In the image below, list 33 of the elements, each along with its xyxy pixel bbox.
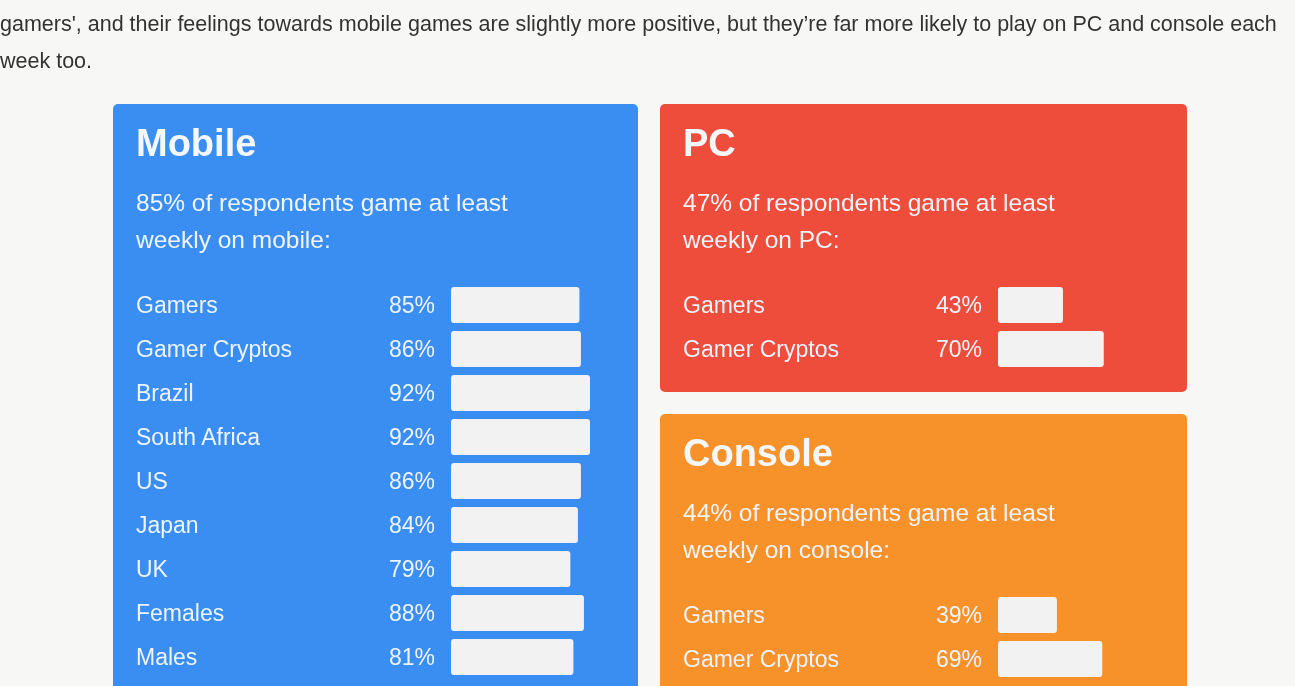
data-label: 88%	[388, 600, 435, 627]
data-label: 86%	[388, 336, 435, 363]
data-label: 39%	[935, 602, 982, 629]
data-label: 86%	[388, 468, 435, 495]
y-tick-label: US	[136, 468, 168, 495]
y-tick-label: Japan	[136, 512, 199, 539]
y-tick-label: Gamer Cryptos	[136, 336, 292, 363]
y-tick-label: Males	[136, 644, 198, 671]
data-label: 92%	[388, 380, 435, 407]
data-label: 81%	[388, 644, 435, 671]
y-tick-label: Gamer Cryptos	[683, 336, 839, 363]
y-tick-label: Females	[136, 600, 225, 627]
y-tick-label: Gamers	[136, 292, 218, 319]
chart-subtitle: 85% of respondents game at least weekly on mobile:	[136, 188, 509, 255]
chart-title: PC	[683, 122, 736, 165]
y-tick-label: Gamers	[683, 602, 765, 629]
data-label: 70%	[935, 336, 982, 363]
data-label: 92%	[388, 424, 435, 451]
y-tick-label: Gamer Cryptos	[683, 646, 839, 673]
chart-title: Console	[683, 432, 833, 475]
chart-subtitle: 47% of respondents game at least weekly on PC:	[683, 188, 1056, 255]
chart-title: Mobile	[136, 122, 257, 165]
y-tick-label: South Africa	[136, 424, 261, 451]
data-label: 85%	[388, 292, 435, 319]
data-label: 79%	[388, 556, 435, 583]
y-tick-label: UK	[136, 556, 169, 583]
y-tick-label: Gamers	[683, 292, 765, 319]
y-tick-label: Brazil	[136, 380, 194, 407]
chart-subtitle: 44% of respondents game at least weekly on console:	[683, 498, 1056, 565]
data-label: 69%	[935, 646, 982, 673]
text: gamers', and their feelings towards mobile games are slightly more positive, but they’re far more likely to play on PC and console each week too.	[0, 11, 1278, 75]
data-label: 43%	[935, 292, 982, 319]
data-label: 84%	[388, 512, 435, 539]
